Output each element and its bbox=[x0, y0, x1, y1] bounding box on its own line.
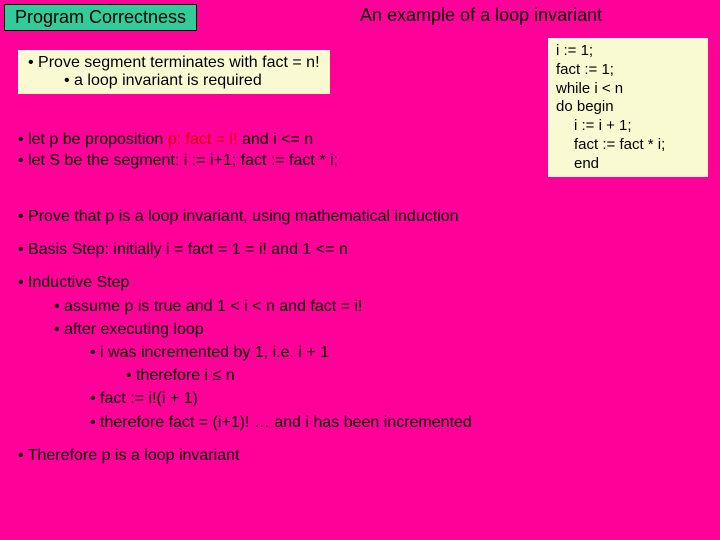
code-l5: i := i + 1; bbox=[556, 117, 698, 136]
proof-block: • Prove that p is a loop invariant, usin… bbox=[18, 205, 472, 467]
code-l6: fact := fact * i; bbox=[556, 136, 698, 155]
proof-l2: • Basis Step: initially i = fact = 1 = i… bbox=[18, 238, 472, 261]
proof-l6: • i was incremented by 1, i.e. i + 1 bbox=[18, 341, 472, 364]
code-l3: while i < n bbox=[556, 80, 698, 99]
proof-l8: • fact := i!(i + 1) bbox=[18, 387, 472, 410]
proof-l5: • after executing loop bbox=[18, 318, 472, 341]
subtitle-text: An example of a loop invariant bbox=[360, 5, 602, 25]
spacer bbox=[18, 261, 472, 271]
code-l1: i := 1; bbox=[556, 42, 698, 61]
prove-line-1: • Prove segment terminates with fact = n… bbox=[28, 54, 320, 72]
let-s-line: • let S be the segment: i := i+1; fact :… bbox=[18, 151, 338, 172]
let-p-red: p: fact = i! bbox=[168, 131, 238, 148]
prove-line-2: • a loop invariant is required bbox=[28, 72, 320, 90]
let-p-line: • let p be proposition p: fact = i! and … bbox=[18, 130, 338, 151]
code-l7: end bbox=[556, 155, 698, 174]
title-text: Program Correctness bbox=[15, 7, 186, 27]
proof-l7: • therefore i ≤ n bbox=[18, 364, 472, 387]
let-p-prefix: • let p be proposition bbox=[18, 131, 168, 148]
subtitle: An example of a loop invariant bbox=[360, 5, 602, 26]
proof-l9: • therefore fact = (i+1)! … and i has be… bbox=[18, 411, 472, 434]
spacer bbox=[18, 434, 472, 444]
code-l2: fact := 1; bbox=[556, 61, 698, 80]
proof-l10: • Therefore p is a loop invariant bbox=[18, 444, 472, 467]
proof-l1: • Prove that p is a loop invariant, usin… bbox=[18, 205, 472, 228]
title-box: Program Correctness bbox=[4, 4, 197, 31]
let-block: • let p be proposition p: fact = i! and … bbox=[18, 130, 338, 172]
code-l4: do begin bbox=[556, 98, 698, 117]
proof-l3: • Inductive Step bbox=[18, 271, 472, 294]
spacer bbox=[18, 228, 472, 238]
proof-l4: • assume p is true and 1 < i < n and fac… bbox=[18, 295, 472, 318]
code-box: i := 1; fact := 1; while i < n do begin … bbox=[548, 38, 708, 177]
let-p-suffix: and i <= n bbox=[238, 131, 314, 148]
prove-box: • Prove segment terminates with fact = n… bbox=[18, 50, 330, 94]
